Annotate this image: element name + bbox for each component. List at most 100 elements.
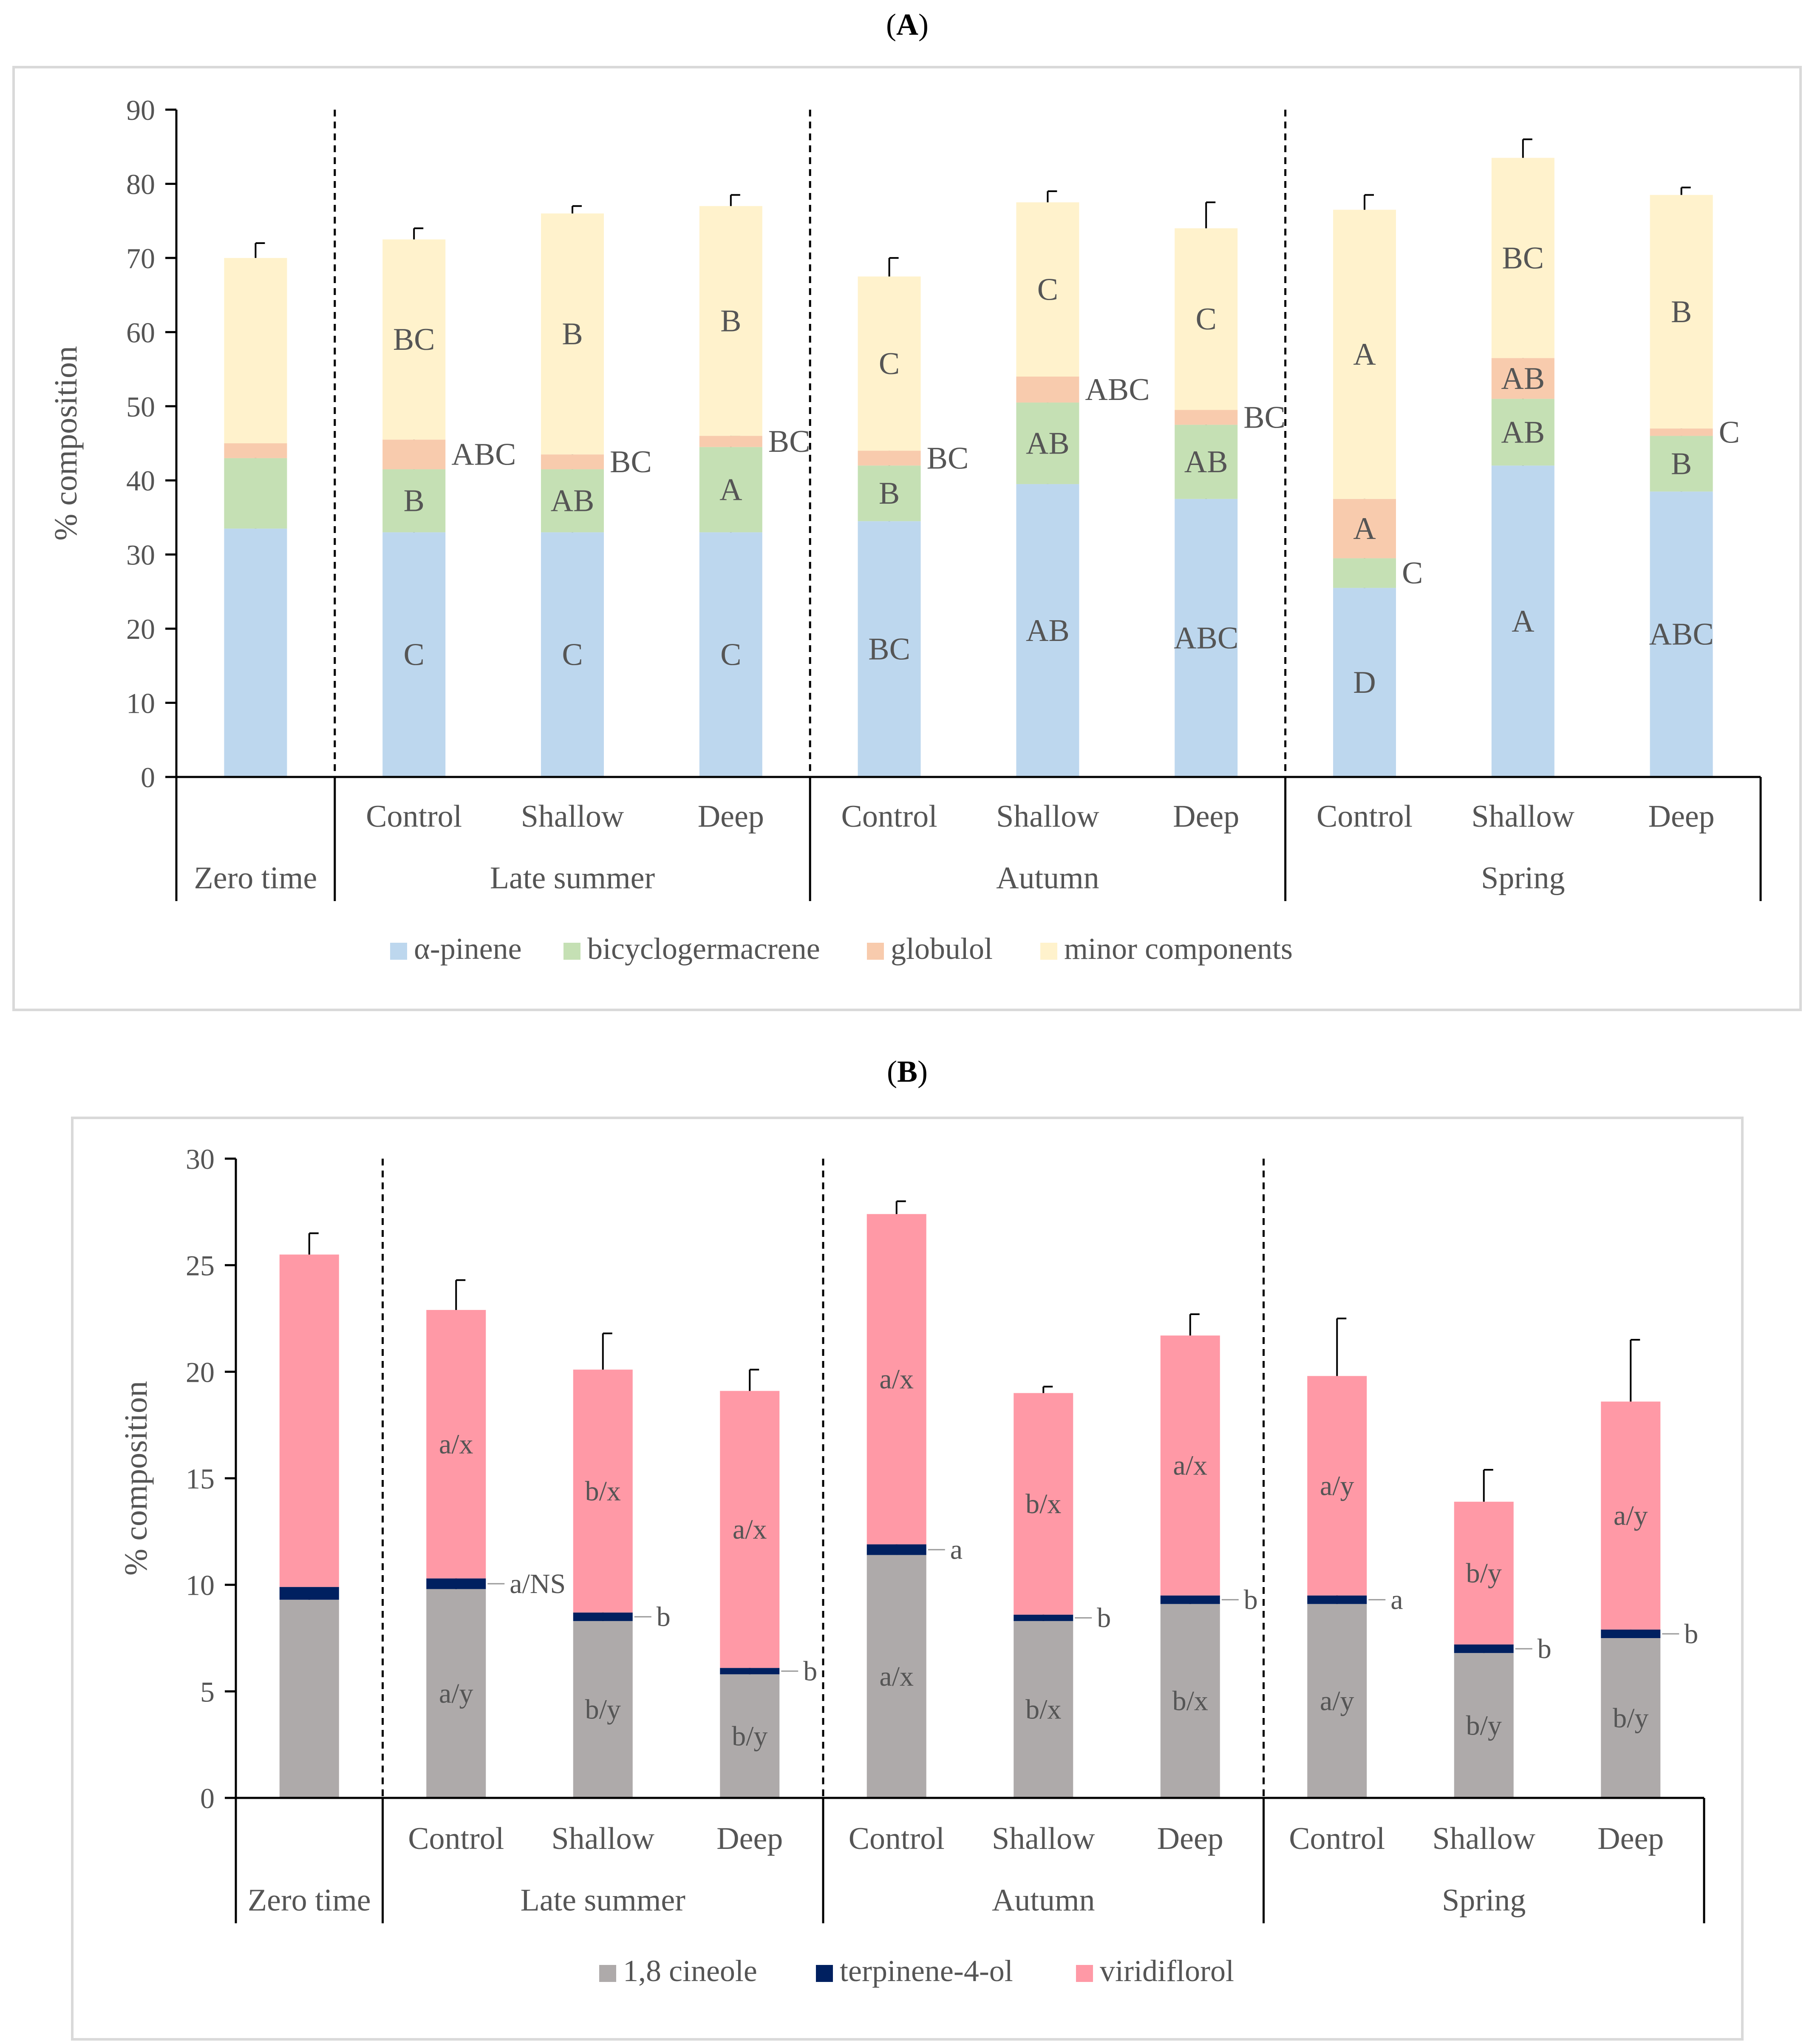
segment-label: b/x bbox=[1172, 1686, 1208, 1717]
bar-segment-globulol bbox=[1650, 428, 1713, 436]
segment-side-label: b bbox=[1684, 1619, 1698, 1650]
y-tick-label: 20 bbox=[186, 1356, 215, 1388]
segment-label: B bbox=[562, 317, 583, 352]
segment-side-label: ABC bbox=[1085, 372, 1150, 407]
bar-segment-bicyclogermacrene bbox=[858, 465, 921, 522]
y-tick-label: 50 bbox=[126, 391, 155, 423]
bar-segment-globulol bbox=[224, 443, 287, 458]
segment-label: C bbox=[1037, 272, 1058, 307]
bar-segment-viridiflorol bbox=[1014, 1393, 1073, 1615]
segment-label: b/x bbox=[585, 1476, 621, 1507]
legend-swatch bbox=[867, 943, 884, 960]
segment-label: A bbox=[719, 472, 742, 507]
x-group-label: Zero time bbox=[248, 1883, 371, 1918]
bar-segment--pinene bbox=[382, 532, 446, 777]
x-category-label: Shallow bbox=[996, 799, 1099, 834]
y-tick-label: 5 bbox=[200, 1675, 215, 1708]
y-tick-label: 70 bbox=[126, 242, 155, 275]
bar-segment-viridiflorol bbox=[1160, 1335, 1220, 1596]
bar-segment-globulol bbox=[1333, 499, 1396, 558]
legend-swatch bbox=[599, 1965, 616, 1982]
segment-side-label: BC bbox=[768, 424, 810, 459]
bar-segment-1-8-cineole bbox=[279, 1599, 339, 1798]
segment-label: b/x bbox=[1025, 1488, 1061, 1520]
y-axis-title: % composition bbox=[48, 346, 84, 541]
segment-label: ABC bbox=[1174, 621, 1238, 655]
segment-label: AB bbox=[1026, 613, 1070, 648]
segment-label: b/y bbox=[732, 1721, 767, 1752]
bar-segment-terpinene-4-ol bbox=[1307, 1595, 1367, 1604]
x-category-label: Control bbox=[1289, 1821, 1385, 1856]
segment-label: a/x bbox=[733, 1514, 767, 1545]
x-group-label: Autumn bbox=[996, 861, 1099, 896]
bar-segment-1-8-cineole bbox=[573, 1621, 633, 1798]
y-tick-label: 40 bbox=[126, 465, 155, 497]
legend-label: viridiflorol bbox=[1100, 1954, 1234, 1988]
y-tick-label: 25 bbox=[186, 1250, 215, 1282]
panel-a-title: (A) bbox=[886, 8, 929, 42]
y-tick-label: 15 bbox=[186, 1463, 215, 1495]
segment-label: b/y bbox=[1613, 1703, 1648, 1734]
x-category-label: Shallow bbox=[551, 1821, 654, 1856]
bar-segment-minor-components bbox=[382, 239, 446, 440]
bar-segment-minor-components bbox=[1175, 228, 1238, 410]
segment-label: D bbox=[1353, 665, 1376, 700]
x-category-label: Shallow bbox=[1432, 1821, 1535, 1856]
bar-segment-1-8-cineole bbox=[426, 1589, 486, 1798]
bar-segment-bicyclogermacrene bbox=[541, 469, 604, 533]
segment-label: BC bbox=[393, 322, 435, 357]
bar-segment-bicyclogermacrene bbox=[1650, 436, 1713, 492]
legend-label: minor components bbox=[1064, 932, 1293, 966]
x-category-label: Deep bbox=[1173, 799, 1239, 834]
bar-segment-terpinene-4-ol bbox=[1601, 1629, 1661, 1638]
x-category-label: Control bbox=[1317, 799, 1413, 834]
y-axis-title: % composition bbox=[118, 1381, 154, 1576]
legend-label: terpinene-4-ol bbox=[840, 1954, 1013, 1988]
bar-segment-globulol bbox=[1016, 377, 1079, 403]
bar-segment-globulol bbox=[382, 439, 446, 470]
bar-segment--pinene bbox=[541, 532, 604, 777]
segment-label: B bbox=[720, 304, 741, 339]
y-tick-label: 20 bbox=[126, 613, 155, 645]
segment-side-label: b bbox=[803, 1656, 817, 1687]
x-category-label: Shallow bbox=[992, 1821, 1095, 1856]
bar-segment-viridiflorol bbox=[866, 1214, 926, 1545]
x-category-label: Control bbox=[366, 799, 462, 834]
y-tick-label: 60 bbox=[126, 316, 155, 349]
bar-segment-bicyclogermacrene bbox=[699, 447, 762, 533]
y-tick-label: 30 bbox=[126, 539, 155, 571]
bar-segment-1-8-cineole bbox=[1601, 1638, 1661, 1798]
bar-segment-globulol bbox=[858, 451, 921, 466]
panel-b-chart: 0 5 10 15 20 25 30 % composition a/y a/NS a/x b/y b b… bbox=[118, 1143, 1705, 1988]
legend-swatch bbox=[816, 1965, 833, 1982]
segment-label: C bbox=[879, 346, 900, 381]
x-category-label: Deep bbox=[698, 799, 764, 834]
segment-label: AB bbox=[551, 484, 595, 519]
segment-side-label: b bbox=[1097, 1602, 1111, 1633]
segment-label: a/y bbox=[1614, 1500, 1648, 1531]
x-category-label: Deep bbox=[1597, 1821, 1664, 1856]
bar-segment-terpinene-4-ol bbox=[866, 1544, 926, 1555]
bar-segment-terpinene-4-ol bbox=[1454, 1644, 1514, 1653]
legend-swatch bbox=[390, 943, 407, 960]
segment-label: b/y bbox=[585, 1694, 621, 1725]
legend-swatch bbox=[1076, 1965, 1093, 1982]
segment-label: B bbox=[1671, 446, 1692, 481]
segment-label: C bbox=[720, 638, 741, 672]
legend-label: globulol bbox=[891, 932, 993, 966]
bar-segment--pinene bbox=[1491, 465, 1555, 777]
bar-segment-minor-components bbox=[1650, 195, 1713, 429]
bar-segment-globulol bbox=[1491, 358, 1555, 399]
segment-label: a/x bbox=[439, 1429, 473, 1460]
bar-segment-viridiflorol bbox=[573, 1369, 633, 1613]
legend-swatch bbox=[1040, 943, 1057, 960]
segment-side-label: BC bbox=[610, 445, 652, 479]
legend-label: bicyclogermacrene bbox=[587, 932, 820, 966]
x-group-label: Spring bbox=[1481, 861, 1565, 896]
x-group-label: Zero time bbox=[194, 861, 317, 896]
bar-segment-bicyclogermacrene bbox=[1016, 403, 1079, 484]
panel-b-title: (B) bbox=[887, 1055, 928, 1089]
segment-label: AB bbox=[1026, 426, 1070, 461]
y-tick-label: 0 bbox=[141, 761, 155, 794]
segment-label: b/y bbox=[1466, 1710, 1502, 1741]
